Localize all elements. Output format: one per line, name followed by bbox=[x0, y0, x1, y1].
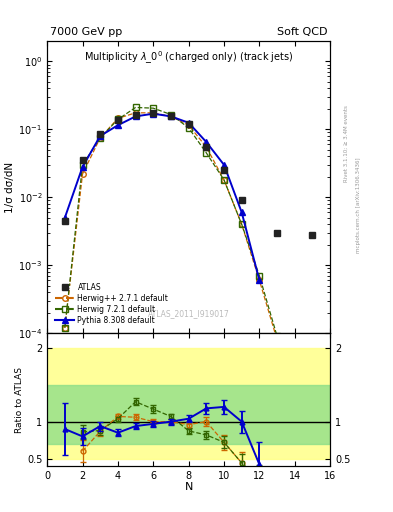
Text: Multiplicity $\lambda\_0^0$ (charged only) (track jets): Multiplicity $\lambda\_0^0$ (charged onl… bbox=[84, 50, 294, 67]
Text: ATLAS_2011_I919017: ATLAS_2011_I919017 bbox=[148, 310, 230, 318]
Text: Rivet 3.1.10; ≥ 3.4M events: Rivet 3.1.10; ≥ 3.4M events bbox=[344, 105, 349, 182]
Y-axis label: Ratio to ATLAS: Ratio to ATLAS bbox=[15, 367, 24, 433]
Legend: ATLAS, Herwig++ 2.7.1 default, Herwig 7.2.1 default, Pythia 8.308 default: ATLAS, Herwig++ 2.7.1 default, Herwig 7.… bbox=[54, 282, 170, 326]
X-axis label: N: N bbox=[184, 482, 193, 492]
Text: 7000 GeV pp: 7000 GeV pp bbox=[50, 27, 122, 36]
Bar bbox=[47, 385, 330, 444]
Text: Soft QCD: Soft QCD bbox=[277, 27, 327, 36]
Bar bbox=[47, 348, 330, 459]
Text: mcplots.cern.ch [arXiv:1306.3436]: mcplots.cern.ch [arXiv:1306.3436] bbox=[356, 157, 361, 252]
Y-axis label: 1/σ dσ/dN: 1/σ dσ/dN bbox=[6, 161, 15, 212]
